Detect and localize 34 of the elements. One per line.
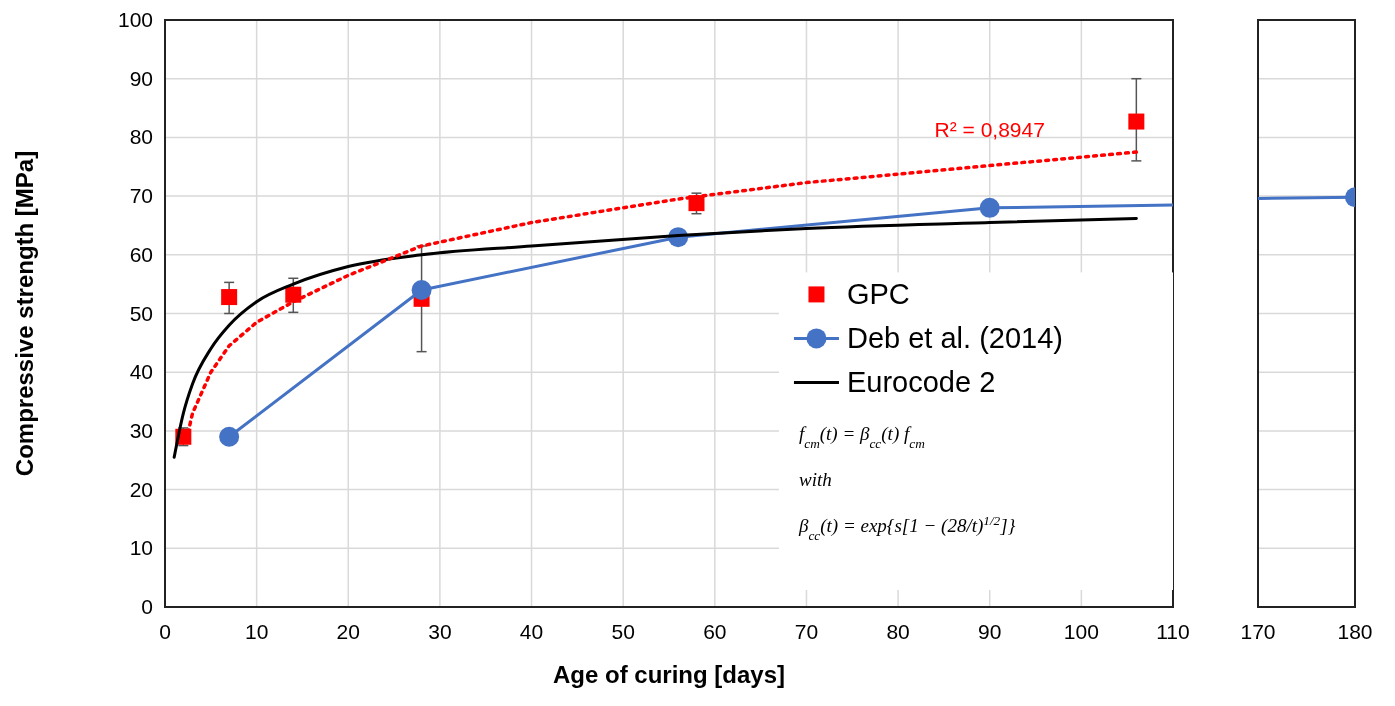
legend-label: Eurocode 2 [846, 366, 996, 399]
y-tick-label: 0 [141, 595, 153, 618]
y-tick-label: 70 [129, 184, 153, 208]
legend-label: GPC [846, 278, 910, 311]
annotation: β$_{cc}$(t) = exp{s[1 − (28/t)$^{1/2}$]} [797, 512, 1016, 543]
annotation: f$_{cm}$(t) = β$_{cc}$(t) f$_{cm}$ [798, 423, 926, 451]
x-tick-label: 110 [1156, 620, 1190, 643]
y-tick-label: 80 [129, 125, 153, 149]
x-tick-label: 90 [978, 620, 1002, 643]
x-tick-label: 50 [611, 620, 635, 643]
y-tick-label: 30 [129, 418, 153, 442]
x-tick-label: 40 [519, 620, 544, 643]
x-tick-label: 20 [336, 620, 360, 643]
x-tick-label: 60 [703, 620, 727, 643]
x-axis-title: Age of curing [days] [552, 661, 786, 688]
x-tick-label: 0 [159, 620, 171, 643]
y-tick-label: 90 [129, 66, 153, 90]
x-tick-label: 100 [1063, 620, 1099, 643]
y-tick-label: 100 [117, 8, 153, 31]
annotation: R² = 0,8947 [934, 118, 1045, 142]
x-tick-label: 170 [1240, 620, 1276, 643]
y-tick-label: 60 [129, 242, 153, 266]
annotation: with [798, 469, 832, 491]
x-tick-label: 70 [794, 620, 819, 643]
x-tick-label: 10 [244, 620, 269, 643]
y-tick-label: 50 [129, 301, 153, 325]
x-tick-label: 30 [428, 620, 452, 643]
legend-label: Deb et al. (2014) [846, 322, 1063, 355]
y-tick-label: 20 [129, 477, 153, 501]
y-tick-label: 10 [129, 536, 153, 560]
y-tick-label: 40 [129, 360, 153, 384]
x-tick-label: 180 [1337, 620, 1373, 643]
x-tick-label: 80 [886, 620, 910, 643]
y-axis-title: Compressive strength [MPa] [11, 150, 38, 477]
